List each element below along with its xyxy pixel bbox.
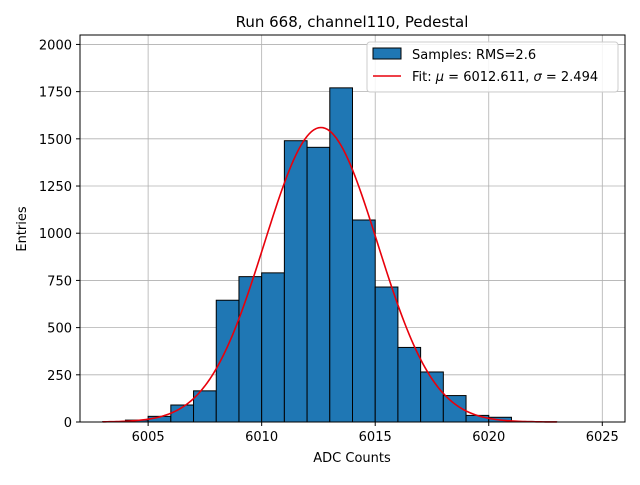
x-tick-label: 6020 <box>472 430 505 445</box>
legend-label-fit: Fit: μ = 6012.611, σ = 2.494 <box>412 70 598 85</box>
histogram-bar <box>262 273 285 422</box>
legend: Samples: RMS=2.6 Fit: μ = 6012.611, σ = … <box>367 42 618 92</box>
y-tick-label: 1500 <box>39 133 72 148</box>
y-tick-label: 2000 <box>39 38 72 53</box>
legend-swatch-samples <box>373 48 401 59</box>
chart-title: Run 668, channel110, Pedestal <box>236 13 469 31</box>
y-tick-label: 0 <box>64 416 72 431</box>
x-tick-label: 6025 <box>586 430 619 445</box>
legend-fit-sigma-value: = 2.494 <box>542 70 598 85</box>
y-tick-label: 750 <box>47 274 72 289</box>
histogram-bar <box>398 347 421 422</box>
x-tick-label: 6010 <box>245 430 278 445</box>
histogram-bar <box>307 147 330 422</box>
histogram-bar <box>466 415 489 422</box>
y-tick-label: 1750 <box>39 86 72 101</box>
x-tick-label: 6005 <box>132 430 165 445</box>
legend-fit-prefix: Fit: <box>412 70 436 85</box>
histogram-bar <box>375 287 398 422</box>
legend-label-samples: Samples: RMS=2.6 <box>412 48 536 63</box>
x-axis-label: ADC Counts <box>313 451 391 466</box>
histogram-bar <box>284 141 307 422</box>
legend-fit-mu-value: = 6012.611, <box>444 70 533 85</box>
y-tick-label: 250 <box>47 369 72 384</box>
histogram-bar <box>330 88 353 422</box>
y-axis-label: Entries <box>15 206 30 252</box>
histogram-bar <box>353 220 376 422</box>
legend-fit-mu-symbol: μ <box>435 70 444 85</box>
y-tick-label: 1250 <box>39 180 72 195</box>
y-tick-label: 500 <box>47 322 72 337</box>
histogram-bar <box>239 277 262 422</box>
x-tick-label: 6015 <box>359 430 392 445</box>
y-tick-label: 1000 <box>39 227 72 242</box>
